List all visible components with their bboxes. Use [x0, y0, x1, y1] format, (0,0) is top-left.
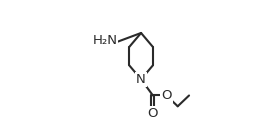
Text: O: O: [148, 107, 158, 120]
Text: H₂N: H₂N: [92, 34, 117, 47]
Text: O: O: [161, 89, 172, 102]
Text: N: N: [136, 73, 146, 86]
